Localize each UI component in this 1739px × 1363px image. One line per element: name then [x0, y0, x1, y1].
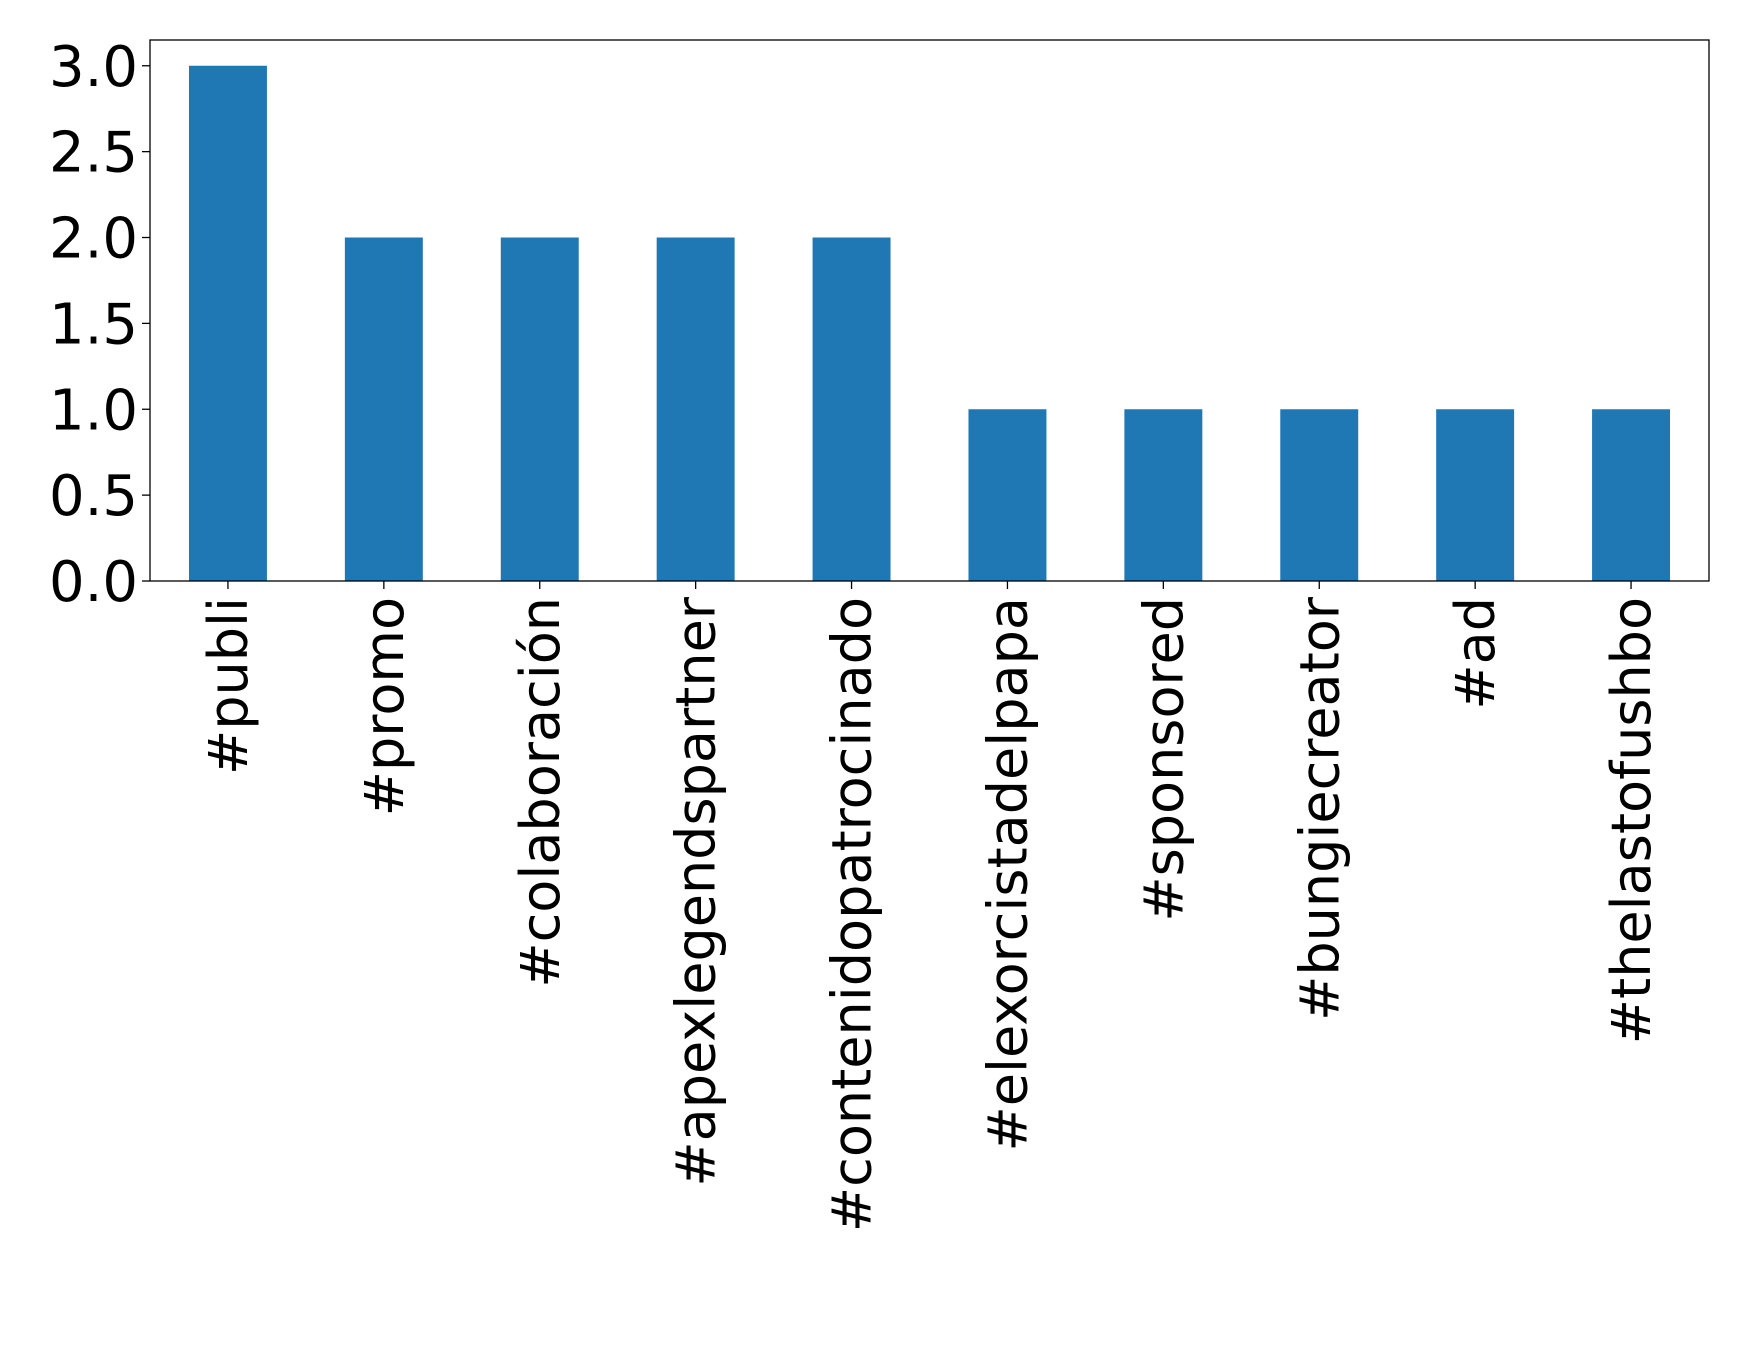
y-tick-label: 0.0 — [49, 550, 138, 615]
y-axis: 0.0 0.5 1.0 1.5 2.0 2.5 3.0 — [49, 35, 150, 615]
bar — [1280, 409, 1359, 581]
x-tick-label: #elexorcistadelpapa — [976, 597, 1039, 1151]
x-tick-label: #bungiecreator — [1288, 596, 1351, 1021]
x-tick-label: #ad — [1444, 597, 1507, 710]
x-tick-label: #apexlegendspartner — [665, 596, 728, 1186]
y-tick-label: 2.0 — [49, 207, 138, 272]
bars-group — [188, 65, 1671, 581]
y-tick-label: 1.0 — [49, 378, 138, 443]
bar — [1592, 409, 1671, 581]
bar — [500, 237, 579, 581]
y-tick-label: 1.5 — [49, 292, 138, 357]
bar — [1124, 409, 1203, 581]
y-tick-label: 2.5 — [49, 121, 138, 186]
bar — [344, 237, 423, 581]
y-tick-label: 3.0 — [49, 35, 138, 100]
bar — [656, 237, 735, 581]
bar — [188, 65, 267, 581]
x-tick-label: #promo — [353, 597, 416, 816]
x-tick-label: #contenidopatrocinado — [821, 597, 884, 1232]
bar — [968, 409, 1047, 581]
x-tick-label: #publi — [197, 597, 260, 775]
x-tick-label: #thelastofushbo — [1600, 597, 1663, 1044]
bar — [1436, 409, 1515, 581]
bar — [812, 237, 891, 581]
x-tick-label: #sponsored — [1132, 597, 1195, 922]
plot-frame — [149, 39, 1710, 582]
x-axis: #publi #promo #colaboración #apexlegendspar… — [197, 581, 1663, 1232]
y-tick-label: 0.5 — [49, 464, 138, 529]
x-tick-label: #colaboración — [509, 597, 572, 988]
